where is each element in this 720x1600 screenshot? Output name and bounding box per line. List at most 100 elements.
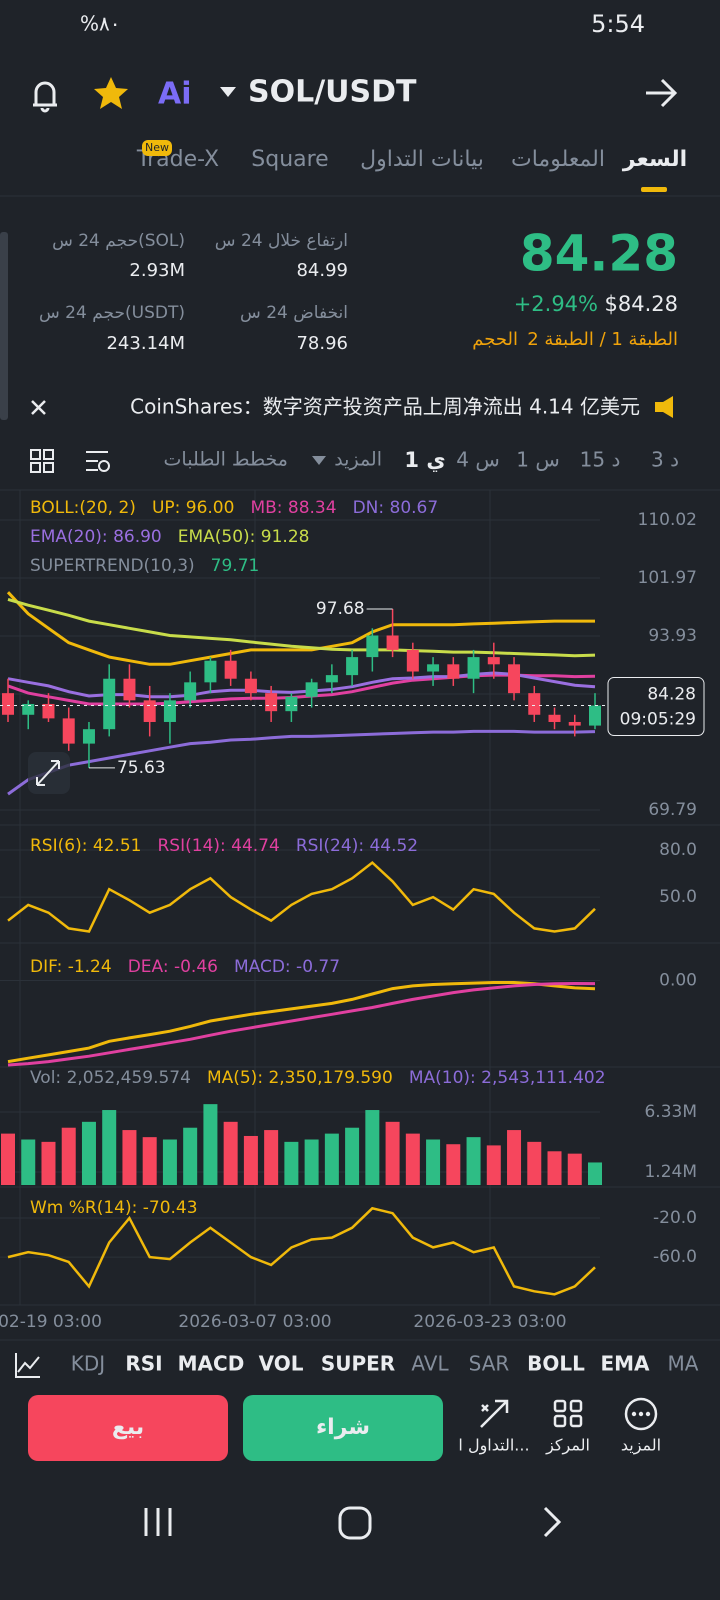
indicator-icon[interactable] bbox=[15, 1353, 40, 1378]
indicator[interactable]: AVL bbox=[411, 1352, 449, 1376]
volume-bar bbox=[547, 1151, 562, 1185]
more-dots bbox=[631, 1411, 651, 1417]
pair[interactable]: SOL/USDT bbox=[248, 75, 417, 110]
trade-icon[interactable] bbox=[480, 1399, 509, 1428]
indicator[interactable]: SAR bbox=[469, 1352, 510, 1376]
settings-icon[interactable] bbox=[86, 451, 110, 472]
candle-body bbox=[204, 660, 217, 683]
tab[interactable]: المعلومات bbox=[511, 147, 605, 172]
usd-price: $84.28 bbox=[605, 292, 678, 316]
chart: 110.02101.9793.9385.8869.7997.6875.6384.… bbox=[0, 498, 705, 1296]
sell-label[interactable]: بيع bbox=[112, 1415, 144, 1440]
volume-bar bbox=[21, 1139, 36, 1185]
volume-tag: الحجم bbox=[472, 329, 518, 350]
volume-bar bbox=[405, 1133, 420, 1185]
x-tick-label: 2026-03-07 03:00 bbox=[178, 1312, 331, 1332]
legend-item: RSI(14): 44.74 bbox=[158, 836, 280, 856]
legend-item: RSI(6): 42.51 bbox=[30, 836, 142, 856]
share-icon[interactable] bbox=[646, 78, 678, 108]
legend-item: Wm %R(14): -70.43 bbox=[30, 1198, 198, 1218]
indicator[interactable]: VOL bbox=[259, 1352, 304, 1376]
star-icon[interactable] bbox=[94, 77, 128, 109]
indicator[interactable]: KDJ bbox=[71, 1352, 105, 1376]
candle-body bbox=[325, 675, 338, 683]
new-badge bbox=[142, 140, 172, 156]
indicator[interactable]: MACD bbox=[178, 1352, 245, 1376]
legend-item: UP: 96.00 bbox=[152, 498, 235, 518]
y-tick-label: 0.00 bbox=[659, 970, 697, 990]
y-tick-label: 6.33M bbox=[644, 1102, 697, 1122]
candle-body bbox=[366, 635, 379, 658]
indicator[interactable]: SUPER bbox=[321, 1352, 395, 1376]
candle-body bbox=[163, 700, 176, 722]
new-badge-text: New bbox=[145, 141, 169, 154]
buy-label[interactable]: شراء bbox=[316, 1415, 370, 1440]
y-tick-label: 50.0 bbox=[659, 887, 697, 907]
interval-selected[interactable]: 1 ي bbox=[404, 448, 445, 473]
volume-bar bbox=[183, 1127, 198, 1185]
volume-bar bbox=[122, 1130, 137, 1185]
depth-chart[interactable]: مخطط الطلبات bbox=[164, 449, 288, 471]
candle-body bbox=[508, 664, 521, 694]
volume-bar bbox=[203, 1104, 218, 1185]
grid-icon[interactable] bbox=[30, 449, 54, 473]
nav-home[interactable] bbox=[338, 1506, 372, 1540]
volume-bar bbox=[446, 1144, 461, 1185]
tab[interactable]: السعر bbox=[622, 147, 687, 172]
interval-more[interactable]: المزيد bbox=[334, 449, 382, 471]
close-news[interactable] bbox=[31, 400, 46, 415]
candle-body bbox=[244, 678, 257, 694]
y-tick-label: 69.79 bbox=[648, 800, 697, 820]
candle-body bbox=[123, 678, 136, 701]
side-handle bbox=[0, 232, 8, 420]
position-label[interactable]: المركز bbox=[545, 1436, 590, 1456]
interval[interactable]: 1 س bbox=[516, 448, 560, 472]
more-arrow bbox=[312, 456, 326, 465]
megaphone bbox=[655, 396, 673, 418]
trade-label[interactable]: التداول ا... bbox=[458, 1436, 529, 1456]
buy-button[interactable] bbox=[243, 1395, 443, 1461]
indicator-line bbox=[7, 729, 596, 796]
indicator[interactable]: EMA bbox=[600, 1352, 650, 1376]
candle-body bbox=[406, 649, 419, 672]
nav-recent[interactable] bbox=[144, 1508, 172, 1536]
indicator-line bbox=[7, 1206, 596, 1296]
candle-body bbox=[305, 682, 318, 697]
volume-bar bbox=[243, 1135, 258, 1185]
volume-bar bbox=[304, 1139, 319, 1185]
bell-icon[interactable] bbox=[33, 81, 57, 113]
change: +2.94% bbox=[514, 292, 598, 316]
tiers[interactable]: الطبقة 1 / الطبقة 2 bbox=[527, 329, 678, 350]
low-label: 75.63 bbox=[117, 758, 166, 778]
ai-button[interactable]: Ai bbox=[158, 77, 192, 112]
legend-item: BOLL:(20, 2) bbox=[30, 498, 136, 518]
position-icon[interactable] bbox=[553, 1399, 583, 1428]
more-label[interactable]: المزيد bbox=[621, 1436, 661, 1456]
volume-bar bbox=[81, 1121, 96, 1185]
volume-bar bbox=[365, 1110, 380, 1185]
price-tag-price: 84.28 bbox=[647, 685, 696, 705]
news[interactable]: CoinShares：数字资产投资产品上周净流出 4.14 亿美元 bbox=[130, 395, 640, 419]
legend-item: DN: 80.67 bbox=[353, 498, 439, 518]
y-tick-label: 1.24M bbox=[644, 1162, 697, 1182]
nav-back[interactable] bbox=[543, 1506, 562, 1538]
indicator-line bbox=[7, 981, 596, 1067]
tab[interactable]: بيانات التداول bbox=[360, 147, 484, 172]
candle-body bbox=[62, 718, 75, 744]
stat-value: 243.14M bbox=[106, 333, 185, 354]
interval[interactable]: 3 د bbox=[651, 448, 679, 472]
stat-label: حجم 24 س(USDT) bbox=[39, 303, 185, 323]
interval[interactable]: 4 س bbox=[456, 448, 500, 472]
indicator[interactable]: MA bbox=[668, 1352, 699, 1376]
more-icon[interactable] bbox=[624, 1397, 658, 1431]
sell-button[interactable] bbox=[28, 1395, 228, 1461]
interval[interactable]: 15 د bbox=[580, 448, 621, 472]
y-tick-label: -20.0 bbox=[653, 1208, 697, 1228]
tab[interactable]: Square bbox=[251, 147, 328, 172]
stat-label: انخفاض 24 س bbox=[240, 303, 348, 323]
volume-bar bbox=[223, 1121, 238, 1185]
pair-dropdown[interactable] bbox=[220, 87, 236, 97]
indicator[interactable]: BOLL bbox=[527, 1352, 585, 1376]
indicator[interactable]: RSI bbox=[125, 1352, 162, 1376]
